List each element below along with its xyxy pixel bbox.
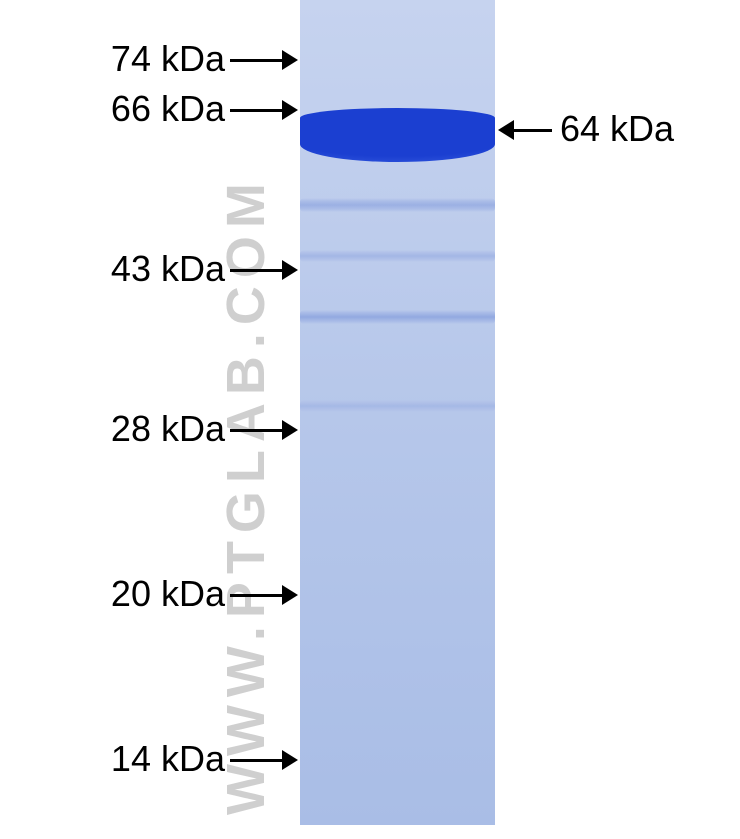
marker-label-14kda: 14 kDa xyxy=(0,738,225,780)
marker-arrow-icon xyxy=(230,420,298,440)
marker-arrow-icon xyxy=(230,260,298,280)
faint-band-2 xyxy=(300,250,495,262)
marker-label-28kda: 28 kDa xyxy=(0,408,225,450)
faint-band-3 xyxy=(300,310,495,324)
result-label: 64 kDa xyxy=(560,108,674,150)
result-arrow-icon xyxy=(498,120,552,140)
marker-arrow-icon xyxy=(230,585,298,605)
faint-band-1 xyxy=(300,198,495,212)
watermark-text: WWW.PTGLAB.COM xyxy=(215,125,277,815)
marker-arrow-icon xyxy=(230,100,298,120)
marker-label-20kda: 20 kDa xyxy=(0,573,225,615)
main-band-64kda xyxy=(300,108,495,162)
marker-arrow-icon xyxy=(230,50,298,70)
marker-label-74kda: 74 kDa xyxy=(0,38,225,80)
faint-band-4 xyxy=(300,400,495,412)
marker-label-66kda: 66 kDa xyxy=(0,88,225,130)
marker-arrow-icon xyxy=(230,750,298,770)
marker-label-43kda: 43 kDa xyxy=(0,248,225,290)
gel-figure: WWW.PTGLAB.COM 74 kDa 66 kDa 43 kDa 28 kDa 2… xyxy=(0,0,740,839)
